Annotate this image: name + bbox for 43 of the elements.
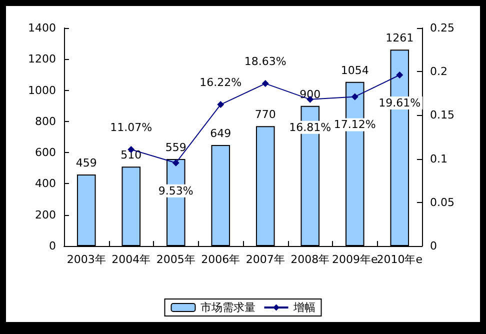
y2-tick-label: 0.05	[430, 196, 454, 209]
x-tick-label: 2004年	[112, 253, 151, 266]
y2-tick-label: 0.2	[430, 65, 448, 78]
data-label: 17.12%	[334, 118, 376, 132]
point	[351, 93, 358, 100]
y-tick-label: 800	[35, 114, 56, 128]
data-label: 16.22%	[200, 76, 242, 90]
x-tick-label: 2005年	[156, 253, 196, 266]
point	[172, 159, 180, 166]
data-label: 459	[76, 156, 97, 170]
x-tick-label: 2009年e	[332, 253, 378, 266]
data-label: 1054	[340, 64, 369, 77]
legend-label: 增幅	[292, 301, 316, 314]
data-label: 770	[254, 108, 276, 122]
y-tick-label: 1200	[28, 52, 56, 66]
x-tick-label: 2010年e	[376, 253, 423, 266]
point	[396, 72, 404, 78]
legend-label: 市场需求量	[200, 301, 256, 314]
y2-tick-label: 0.15	[430, 108, 454, 122]
data-label: 1261	[386, 32, 414, 45]
y-tick-label: 1400	[28, 22, 56, 34]
point	[262, 80, 269, 88]
data-label: 19.61%	[378, 96, 421, 110]
data-label: 649	[210, 126, 232, 140]
y-tick-label: 200	[35, 208, 56, 222]
point	[217, 101, 224, 108]
data-label: 9.53%	[158, 184, 194, 198]
y-tick-label: 400	[35, 177, 56, 190]
y-tick-label: 600	[35, 146, 56, 160]
x-tick-label: 2008年	[290, 253, 330, 266]
y2-tick-label: 0.25	[430, 22, 454, 34]
y-tick-label: 0	[49, 240, 56, 252]
y2-tick-label: 0.1	[430, 152, 448, 166]
y-tick-label: 1000	[28, 84, 56, 97]
x-tick-label: 2007年	[246, 253, 285, 266]
data-label: 16.81%	[289, 120, 332, 134]
data-label: 11.07%	[110, 120, 152, 134]
x-tick-label: 2006年	[201, 253, 240, 266]
data-label: 18.63%	[244, 55, 286, 68]
x-tick-label: 2003年	[66, 253, 106, 266]
y2-tick-label: 0	[430, 240, 437, 252]
data-label: 559	[165, 140, 186, 154]
data-label: 900	[300, 88, 321, 101]
